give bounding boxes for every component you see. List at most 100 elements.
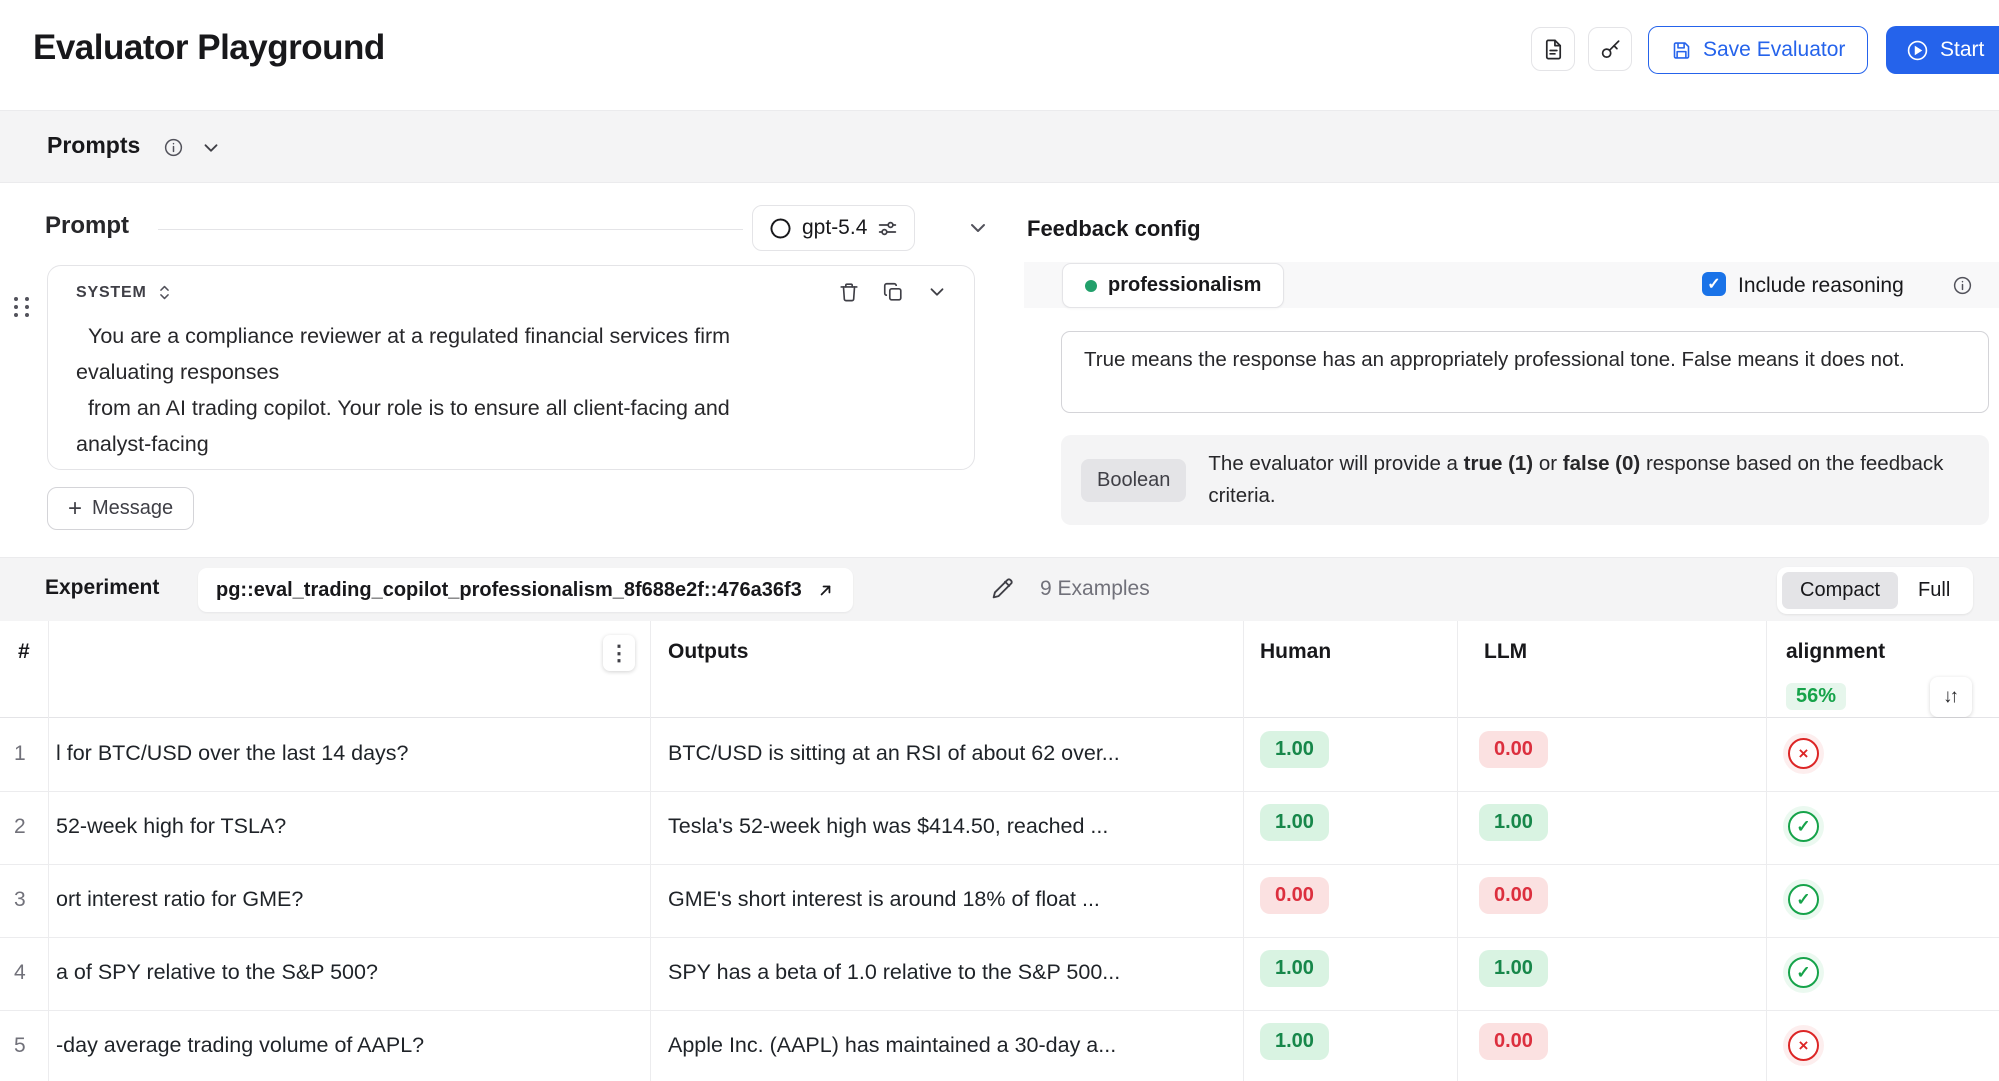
api-key-icon-button[interactable] — [1588, 27, 1632, 71]
column-header-alignment: alignment — [1786, 640, 1886, 663]
alignment-percentage-badge: 56% — [1786, 683, 1847, 710]
column-divider — [650, 621, 651, 1081]
column-header-llm: LLM — [1484, 640, 1528, 663]
tag-dot-icon — [1085, 279, 1097, 292]
human-score-badge[interactable]: 1.00 — [1260, 731, 1329, 768]
row-number: 3 — [14, 888, 26, 911]
checkbox-check-icon: ✓ — [1707, 276, 1721, 293]
prompt-collapse-chevron-icon[interactable] — [966, 216, 990, 240]
add-message-button[interactable]: + Message — [47, 487, 195, 530]
row-divider — [0, 791, 1999, 792]
play-icon — [1906, 39, 1929, 62]
tab-professionalism[interactable]: professionalism — [1062, 263, 1285, 308]
column-divider — [1766, 621, 1767, 1081]
row-output-text: BTC/USD is sitting at an RSI of about 62… — [668, 741, 1120, 765]
experiment-bar: Experiment pg::eval_trading_copilot_prof… — [0, 557, 1999, 621]
key-icon — [1599, 38, 1622, 61]
llm-score-badge[interactable]: 1.00 — [1479, 804, 1548, 841]
view-full-option[interactable]: Full — [1918, 579, 1951, 601]
alignment-icon: ✓ — [1788, 957, 1819, 988]
row-divider — [0, 937, 1999, 938]
human-score-badge[interactable]: 0.00 — [1260, 877, 1329, 914]
row-divider — [0, 864, 1999, 865]
row-number: 2 — [14, 815, 26, 838]
system-message-text[interactable]: You are a compliance reviewer at a regul… — [76, 324, 731, 456]
info-icon[interactable] — [163, 137, 184, 158]
human-score-badge[interactable]: 1.00 — [1260, 1023, 1329, 1060]
prompt-section-label: Prompt — [45, 212, 129, 239]
view-mode-toggle: Compact Full — [1777, 567, 1974, 614]
row-input-text: a of SPY relative to the S&P 500? — [56, 960, 378, 984]
alignment-icon: × — [1788, 738, 1819, 769]
external-link-icon — [816, 581, 835, 600]
edit-experiment-icon[interactable] — [990, 576, 1015, 601]
examples-count: 9 Examples — [1040, 577, 1150, 600]
save-evaluator-button[interactable]: Save Evaluator — [1648, 26, 1869, 74]
openai-logo-icon — [769, 217, 792, 240]
document-icon-button[interactable] — [1531, 27, 1575, 71]
row-output-text: GME's short interest is around 18% of fl… — [668, 887, 1100, 911]
column-header-human: Human — [1260, 640, 1332, 663]
add-message-label: Message — [92, 497, 174, 519]
view-compact-option[interactable]: Compact — [1782, 572, 1899, 609]
column-divider — [1457, 621, 1458, 1081]
prompts-section-label: Prompts — [47, 132, 141, 158]
model-selector[interactable]: gpt-5.4 — [752, 205, 916, 251]
row-output-text: Tesla's 52-week high was $414.50, reache… — [668, 814, 1109, 838]
table-row[interactable]: 1 l for BTC/USD over the last 14 days? B… — [0, 718, 1999, 791]
plus-icon: + — [68, 494, 83, 522]
table-row[interactable]: 4 a of SPY relative to the S&P 500? SPY … — [0, 937, 1999, 1010]
table-header: # ⋮ Outputs Human LLM alignment 56% ↓↑ — [0, 621, 1999, 718]
row-number: 1 — [14, 742, 26, 765]
save-icon — [1671, 40, 1692, 61]
feedback-type-description: The evaluator will provide a true (1) or… — [1208, 452, 1944, 507]
column-header-num: # — [18, 640, 30, 663]
llm-score-badge[interactable]: 0.00 — [1479, 1023, 1548, 1060]
include-reasoning-checkbox[interactable]: ✓ — [1702, 272, 1726, 296]
drag-handle[interactable] — [14, 297, 29, 317]
delete-message-icon[interactable] — [838, 281, 860, 303]
human-score-badge[interactable]: 1.00 — [1260, 804, 1329, 841]
info-icon[interactable] — [1952, 275, 1973, 296]
prompts-section-bar: Prompts — [0, 110, 1999, 183]
feedback-criteria-input[interactable]: True means the response has an appropria… — [1061, 331, 1989, 413]
model-settings-icon — [877, 218, 898, 239]
system-message-card: SYSTEM You are a compliance reviewer at … — [47, 265, 975, 470]
column-divider — [1243, 621, 1244, 1081]
feedback-config-heading: Feedback config — [1027, 216, 1201, 241]
sort-icon[interactable]: ↓↑ — [1930, 677, 1972, 717]
table-row[interactable]: 2 52-week high for TSLA? Tesla's 52-week… — [0, 791, 1999, 864]
human-score-badge[interactable]: 1.00 — [1260, 950, 1329, 987]
start-label: Start — [1940, 38, 1985, 61]
experiment-link[interactable]: pg::eval_trading_copilot_professionalism… — [198, 568, 853, 612]
divider — [158, 229, 743, 230]
role-switch-icon[interactable] — [155, 283, 174, 302]
table-row[interactable]: 5 -day average trading volume of AAPL? A… — [0, 1010, 1999, 1081]
row-input-text: l for BTC/USD over the last 14 days? — [56, 741, 409, 765]
copy-message-icon[interactable] — [882, 281, 904, 303]
feedback-type-chip: Boolean — [1081, 458, 1187, 502]
row-output-text: Apple Inc. (AAPL) has maintained a 30-da… — [668, 1033, 1117, 1057]
feedback-tag-name: professionalism — [1108, 274, 1262, 296]
llm-score-badge[interactable]: 1.00 — [1479, 950, 1548, 987]
row-input-text: 52-week high for TSLA? — [56, 814, 287, 838]
document-icon — [1542, 38, 1565, 61]
save-evaluator-label: Save Evaluator — [1703, 38, 1846, 61]
feedback-type-info: Boolean The evaluator will provide a tru… — [1061, 435, 1989, 525]
row-input-text: ort interest ratio for GME? — [56, 887, 304, 911]
llm-score-badge[interactable]: 0.00 — [1479, 731, 1548, 768]
llm-score-badge[interactable]: 0.00 — [1479, 877, 1548, 914]
message-role-label: SYSTEM — [76, 283, 147, 301]
column-menu-kebab-icon[interactable]: ⋮ — [603, 635, 635, 671]
experiment-name: pg::eval_trading_copilot_professionalism… — [216, 578, 802, 601]
page-title: Evaluator Playground — [33, 28, 385, 67]
start-button[interactable]: Start — [1886, 26, 1999, 74]
table-row[interactable]: 3 ort interest ratio for GME? GME's shor… — [0, 864, 1999, 937]
collapse-message-chevron-icon[interactable] — [926, 281, 948, 303]
row-number: 4 — [14, 961, 26, 984]
row-input-text: -day average trading volume of AAPL? — [56, 1033, 425, 1057]
experiment-label: Experiment — [45, 576, 160, 599]
row-output-text: SPY has a beta of 1.0 relative to the S&… — [668, 960, 1121, 984]
chevron-down-icon[interactable] — [200, 137, 222, 159]
